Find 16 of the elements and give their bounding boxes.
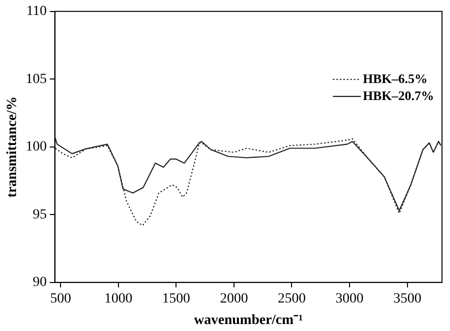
y-tick-label: 110 bbox=[26, 4, 47, 20]
x-tick-label: 3500 bbox=[393, 291, 422, 306]
x-tick-label: 2500 bbox=[278, 291, 306, 306]
legend-label: HBK–20.7% bbox=[362, 88, 434, 103]
x-tick-label: 3000 bbox=[336, 291, 364, 306]
legend-label: HBK–6.5% bbox=[362, 70, 428, 86]
y-tick-label: 90 bbox=[32, 275, 47, 290]
x-tick-label: 1500 bbox=[162, 291, 190, 306]
y-axis-title: transmittance/% bbox=[5, 96, 20, 198]
x-tick-label: 2000 bbox=[220, 291, 248, 306]
x-tick-label: 1000 bbox=[104, 291, 132, 306]
y-tick-label: 95 bbox=[32, 207, 47, 222]
x-tick-label: 500 bbox=[50, 291, 72, 306]
x-axis-title: wavenumber/cm⁻¹ bbox=[194, 313, 303, 328]
y-tick-label: 100 bbox=[26, 140, 47, 155]
y-tick-label: 105 bbox=[26, 72, 47, 87]
